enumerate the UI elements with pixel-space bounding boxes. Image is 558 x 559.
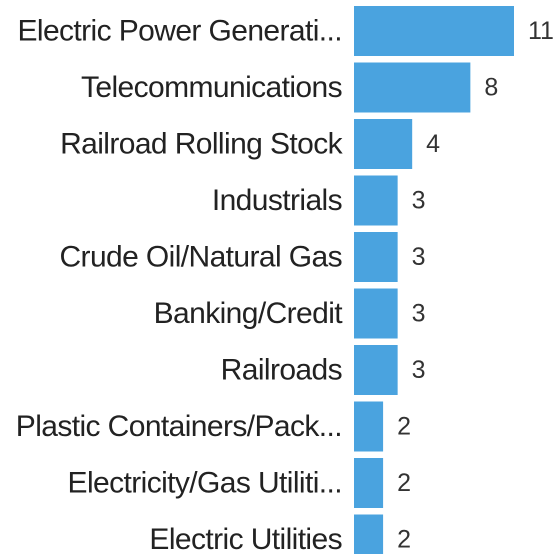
category-label-9: Electric Utilities <box>149 523 342 554</box>
value-label-1: 8 <box>484 74 498 102</box>
category-label-0: Electric Power Generati... <box>17 15 342 48</box>
bar-6 <box>354 345 398 395</box>
category-label-6: Railroads <box>221 354 342 387</box>
bar-4 <box>354 232 398 282</box>
value-label-7: 2 <box>397 413 411 441</box>
value-label-8: 2 <box>397 469 411 497</box>
bar-9 <box>354 514 384 559</box>
category-label-1: Telecommunications <box>81 71 342 104</box>
bar-8 <box>354 458 384 508</box>
category-label-7: Plastic Containers/Pack... <box>16 410 342 443</box>
category-label-4: Crude Oil/Natural Gas <box>59 241 342 274</box>
value-label-0: 11 <box>528 17 554 45</box>
bar-0 <box>354 6 514 56</box>
bar-3 <box>354 175 398 226</box>
category-label-3: Industrials <box>212 184 342 217</box>
value-label-3: 3 <box>412 187 426 215</box>
bars-group <box>354 6 514 559</box>
value-label-6: 3 <box>412 356 426 384</box>
bar-1 <box>354 62 471 113</box>
value-label-5: 3 <box>412 300 426 328</box>
category-label-2: Railroad Rolling Stock <box>60 128 344 161</box>
bar-2 <box>354 119 413 169</box>
bar-7 <box>354 401 384 452</box>
value-label-2: 4 <box>426 130 440 158</box>
category-labels: Electric Power Generati... Telecommunicat… <box>16 15 344 557</box>
bar-5 <box>354 288 398 339</box>
value-label-4: 3 <box>412 243 426 271</box>
category-label-8: Electricity/Gas Utiliti... <box>68 467 342 500</box>
category-label-5: Banking/Credit <box>154 297 344 330</box>
value-labels: 11 8 4 3 3 3 3 2 2 2 <box>397 17 554 554</box>
value-label-9: 2 <box>397 526 411 554</box>
